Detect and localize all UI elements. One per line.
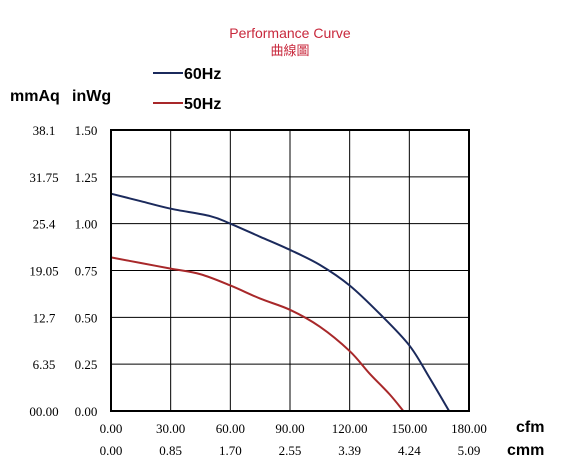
x-tick-label-cmm: 1.70 (219, 443, 242, 458)
legend: 60Hz 50Hz (153, 66, 221, 113)
y-tick-label-mmaq: 6.35 (33, 357, 56, 372)
y-tick-label-mmaq: 00.00 (29, 404, 58, 419)
legend-label-50hz: 50Hz (184, 96, 221, 113)
series-line-50hz (110, 256, 405, 412)
y-tick-label-inwg: 0.00 (75, 404, 98, 419)
x-tick-label-cfm: 30.00 (156, 421, 185, 436)
x-tick-label-cfm: 120.00 (332, 421, 368, 436)
chart-title: Performance Curve (229, 25, 351, 41)
y-tick-label-mmaq: 38.1 (33, 123, 56, 138)
y-tick-label-inwg: 1.00 (75, 217, 98, 232)
series-lines (110, 192, 450, 412)
x-tick-label-cmm: 0.00 (100, 443, 123, 458)
x-tick-label-cfm: 150.00 (391, 421, 427, 436)
x-tick-label-cfm: 180.00 (451, 421, 487, 436)
x-tick-label-cmm: 3.39 (338, 443, 361, 458)
y-tick-label-inwg: 0.50 (75, 310, 98, 325)
x-tick-label-cfm: 90.00 (275, 421, 304, 436)
tick-labels: 0.000.0030.000.8560.001.7090.002.55120.0… (29, 123, 487, 458)
y-tick-label-mmaq: 31.75 (29, 170, 58, 185)
y-tick-label-inwg: 1.50 (75, 123, 98, 138)
x-tick-label-cmm: 4.24 (398, 443, 421, 458)
x-tick-label-cmm: 5.09 (458, 443, 481, 458)
x-tick-label-cfm: 60.00 (216, 421, 245, 436)
y-left-unit-label: mmAq (10, 88, 60, 105)
y-tick-label-inwg: 0.75 (75, 264, 98, 279)
x-tick-label-cfm: 0.00 (100, 421, 123, 436)
y-tick-label-inwg: 1.25 (75, 170, 98, 185)
x-tick-label-cmm: 2.55 (279, 443, 302, 458)
x-secondary-unit-label: cmm (507, 442, 544, 458)
series-line-60hz (110, 192, 450, 412)
y-tick-label-inwg: 0.25 (75, 357, 98, 372)
legend-label-60hz: 60Hz (184, 66, 221, 83)
chart-subtitle: 曲線圖 (270, 43, 309, 58)
x-tick-label-cmm: 0.85 (159, 443, 182, 458)
y-tick-label-mmaq: 12.7 (33, 310, 56, 325)
y-tick-label-mmaq: 25.4 (33, 217, 56, 232)
y-tick-label-mmaq: 19.05 (29, 264, 58, 279)
plot-frame (110, 129, 470, 412)
y-right-unit-label: inWg (72, 88, 111, 105)
x-primary-unit-label: cfm (516, 419, 544, 436)
grid (111, 130, 469, 411)
